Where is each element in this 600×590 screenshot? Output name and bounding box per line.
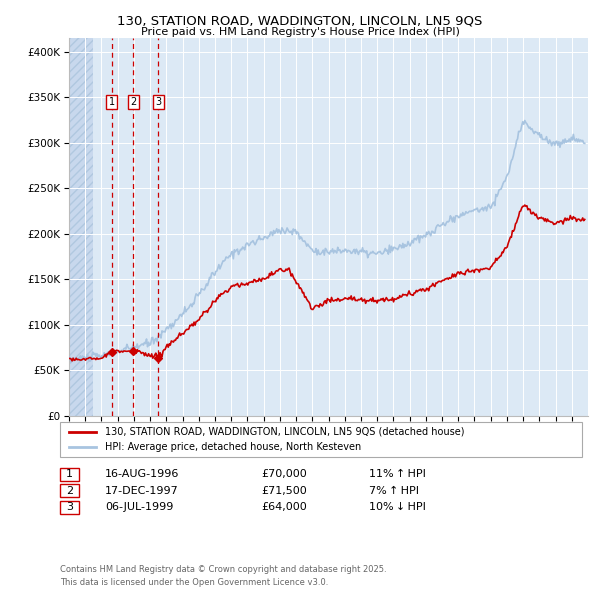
Text: HPI: Average price, detached house, North Kesteven: HPI: Average price, detached house, Nort… [105,442,361,453]
Text: 2: 2 [66,486,73,496]
Text: Price paid vs. HM Land Registry's House Price Index (HPI): Price paid vs. HM Land Registry's House … [140,27,460,37]
Text: 16-AUG-1996: 16-AUG-1996 [105,470,179,479]
Text: 10% ↓ HPI: 10% ↓ HPI [369,503,426,512]
Text: Contains HM Land Registry data © Crown copyright and database right 2025.
This d: Contains HM Land Registry data © Crown c… [60,565,386,587]
Bar [69,38,94,416]
Text: 3: 3 [155,97,161,107]
Text: £64,000: £64,000 [261,503,307,512]
Text: 11% ↑ HPI: 11% ↑ HPI [369,470,426,479]
Text: 2: 2 [130,97,136,107]
Text: 17-DEC-1997: 17-DEC-1997 [105,486,179,496]
Text: 7% ↑ HPI: 7% ↑ HPI [369,486,419,496]
Text: 130, STATION ROAD, WADDINGTON, LINCOLN, LN5 9QS: 130, STATION ROAD, WADDINGTON, LINCOLN, … [118,15,482,28]
Text: 3: 3 [66,503,73,512]
Text: £70,000: £70,000 [261,470,307,479]
Text: 1: 1 [66,470,73,479]
Text: 130, STATION ROAD, WADDINGTON, LINCOLN, LN5 9QS (detached house): 130, STATION ROAD, WADDINGTON, LINCOLN, … [105,427,464,437]
Text: 06-JUL-1999: 06-JUL-1999 [105,503,173,512]
Text: £71,500: £71,500 [261,486,307,496]
Text: 1: 1 [109,97,115,107]
